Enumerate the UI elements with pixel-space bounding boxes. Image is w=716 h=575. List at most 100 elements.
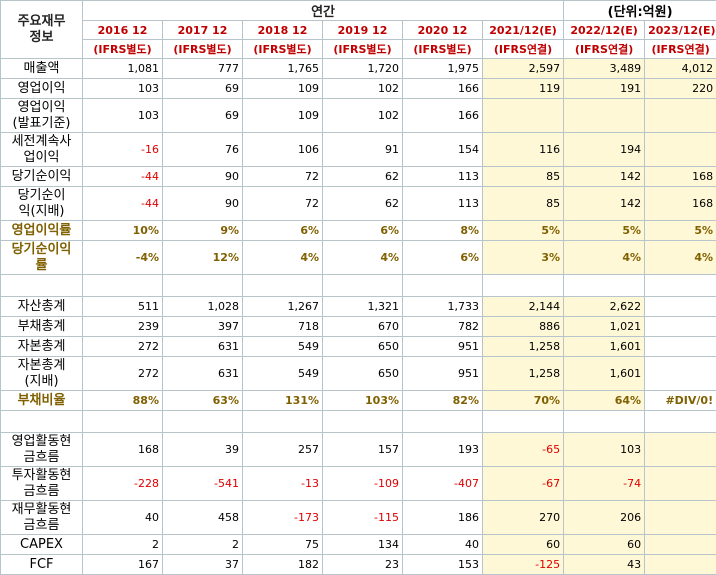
value-cell: 60 bbox=[483, 535, 564, 555]
spacer-cell bbox=[483, 411, 564, 433]
value-cell bbox=[645, 501, 716, 535]
year-header: 2021/12(E) bbox=[483, 21, 564, 40]
value-cell: 272 bbox=[83, 357, 163, 391]
value-cell: 549 bbox=[243, 357, 323, 391]
row-label: 영업이익(발표기준) bbox=[1, 99, 83, 133]
value-cell: -541 bbox=[163, 467, 243, 501]
value-cell: #DIV/0! bbox=[645, 391, 716, 411]
value-cell: 650 bbox=[323, 357, 403, 391]
value-cell: 3,489 bbox=[564, 59, 645, 79]
value-cell: 113 bbox=[403, 167, 483, 187]
value-cell: 12% bbox=[163, 241, 243, 275]
spacer-cell bbox=[564, 411, 645, 433]
value-cell: 103 bbox=[564, 433, 645, 467]
value-cell: -44 bbox=[83, 187, 163, 221]
value-cell: 10% bbox=[83, 221, 163, 241]
spacer-cell bbox=[243, 275, 323, 297]
row-label: 자본총계 bbox=[1, 337, 83, 357]
spacer-cell bbox=[83, 411, 163, 433]
value-cell: -228 bbox=[83, 467, 163, 501]
value-cell: 9% bbox=[163, 221, 243, 241]
value-cell: 670 bbox=[323, 317, 403, 337]
row-label: 부채비율 bbox=[1, 391, 83, 411]
accounting-header: (IFRS별도) bbox=[323, 40, 403, 59]
value-cell: 62 bbox=[323, 187, 403, 221]
accounting-header: (IFRS별도) bbox=[403, 40, 483, 59]
value-cell: 102 bbox=[323, 99, 403, 133]
value-cell: 220 bbox=[645, 79, 716, 99]
value-cell: 40 bbox=[83, 501, 163, 535]
row-label: FCF bbox=[1, 555, 83, 575]
value-cell: 1,720 bbox=[323, 59, 403, 79]
value-cell: 142 bbox=[564, 187, 645, 221]
value-cell: 69 bbox=[163, 79, 243, 99]
value-cell: 5% bbox=[564, 221, 645, 241]
value-cell: 102 bbox=[323, 79, 403, 99]
value-cell: 777 bbox=[163, 59, 243, 79]
accounting-header: (IFRS연결) bbox=[645, 40, 716, 59]
value-cell: 2,144 bbox=[483, 297, 564, 317]
value-cell: 90 bbox=[163, 187, 243, 221]
value-cell: 1,028 bbox=[163, 297, 243, 317]
value-cell bbox=[483, 99, 564, 133]
value-cell: 257 bbox=[243, 433, 323, 467]
value-cell: 1,267 bbox=[243, 297, 323, 317]
value-cell: 88% bbox=[83, 391, 163, 411]
value-cell: 2,597 bbox=[483, 59, 564, 79]
period-label: 연간 bbox=[83, 1, 564, 21]
value-cell: -115 bbox=[323, 501, 403, 535]
value-cell: 186 bbox=[403, 501, 483, 535]
year-header: 2016 12 bbox=[83, 21, 163, 40]
value-cell: 1,081 bbox=[83, 59, 163, 79]
value-cell: 1,321 bbox=[323, 297, 403, 317]
value-cell: 75 bbox=[243, 535, 323, 555]
row-label: 당기순이익 bbox=[1, 167, 83, 187]
value-cell bbox=[645, 317, 716, 337]
value-cell: 631 bbox=[163, 357, 243, 391]
value-cell: 4% bbox=[645, 241, 716, 275]
accounting-header: (IFRS연결) bbox=[483, 40, 564, 59]
value-cell: 153 bbox=[403, 555, 483, 575]
value-cell: 3% bbox=[483, 241, 564, 275]
value-cell: 85 bbox=[483, 187, 564, 221]
value-cell: 166 bbox=[403, 99, 483, 133]
value-cell bbox=[645, 99, 716, 133]
header-row-accounting: (IFRS별도)(IFRS별도)(IFRS별도)(IFRS별도)(IFRS별도)… bbox=[1, 40, 716, 59]
value-cell: 109 bbox=[243, 79, 323, 99]
value-cell: 116 bbox=[483, 133, 564, 167]
value-cell: 2 bbox=[83, 535, 163, 555]
value-cell bbox=[645, 357, 716, 391]
value-cell: 5% bbox=[483, 221, 564, 241]
value-cell bbox=[645, 297, 716, 317]
year-header: 2018 12 bbox=[243, 21, 323, 40]
value-cell: 60 bbox=[564, 535, 645, 555]
value-cell: 182 bbox=[243, 555, 323, 575]
value-cell: 1,021 bbox=[564, 317, 645, 337]
value-cell: -125 bbox=[483, 555, 564, 575]
value-cell: 886 bbox=[483, 317, 564, 337]
value-cell: 154 bbox=[403, 133, 483, 167]
value-cell: 1,733 bbox=[403, 297, 483, 317]
value-cell: -173 bbox=[243, 501, 323, 535]
spacer-cell bbox=[243, 411, 323, 433]
value-cell: 103 bbox=[83, 79, 163, 99]
value-cell: 194 bbox=[564, 133, 645, 167]
